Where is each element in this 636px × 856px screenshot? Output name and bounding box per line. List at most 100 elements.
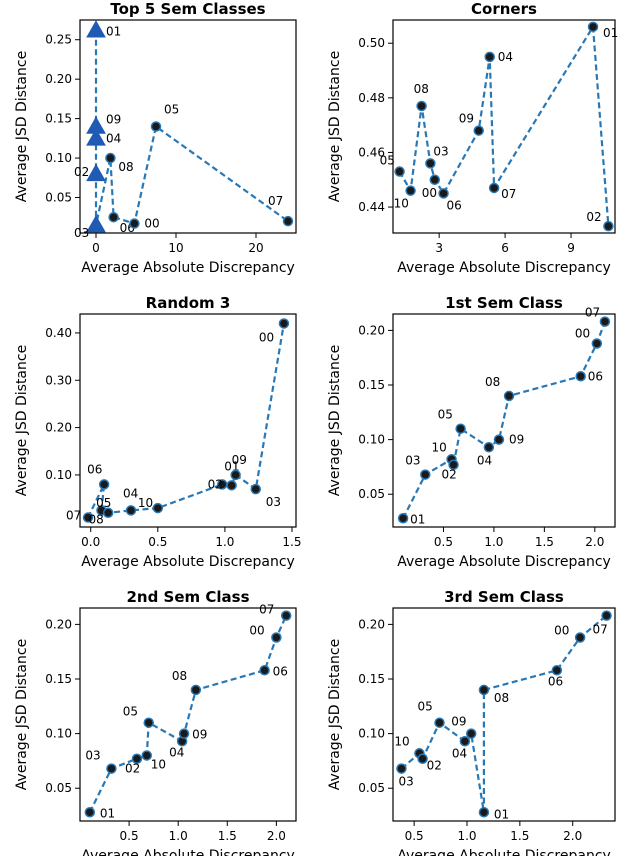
point-marker <box>280 610 292 621</box>
point-label: 03 <box>266 495 281 509</box>
y-tick-label: 0.05 <box>358 781 385 795</box>
subplot-6: 3rd Sem Class Average Absolute Discrepanc… <box>327 588 616 856</box>
subplot-title: 3rd Sem Class <box>444 588 564 606</box>
x-axis-label: Average Absolute Discrepancy <box>81 554 295 570</box>
point-marker <box>478 807 490 818</box>
x-axis-label: Average Absolute Discrepancy <box>397 554 611 570</box>
series-line <box>88 615 288 813</box>
x-tick-label: 6 <box>501 241 509 255</box>
y-tick-label: 0.05 <box>45 781 72 795</box>
point-label: 04 <box>106 131 121 145</box>
point-marker <box>465 728 477 739</box>
x-axis-label: Average Absolute Discrepancy <box>81 848 295 856</box>
x-axis-label: Average Absolute Discrepancy <box>397 848 611 856</box>
point-marker <box>575 371 586 382</box>
x-tick-label: 0.5 <box>405 829 424 843</box>
point-label: 09 <box>451 715 466 729</box>
point-label: 00 <box>144 217 159 231</box>
point-marker <box>603 220 614 232</box>
axes-frame <box>392 313 616 528</box>
y-tick-label: 0.50 <box>358 36 385 50</box>
point-label: 03 <box>85 749 100 763</box>
y-tick-label: 0.25 <box>45 33 72 47</box>
point-label: 04 <box>169 745 184 759</box>
point-label: 07 <box>593 623 608 637</box>
point-label: 05 <box>96 496 111 510</box>
y-tick-label: 0.10 <box>45 727 72 741</box>
x-tick-label: 2.0 <box>563 829 582 843</box>
point-marker <box>226 480 237 491</box>
point-label: 00 <box>422 186 437 200</box>
point-label: 05 <box>380 154 395 168</box>
y-axis-label: Average JSD Distance <box>14 51 30 202</box>
point-label: 07 <box>501 187 516 201</box>
axes-frame <box>79 313 297 528</box>
axes-frame <box>79 19 297 234</box>
point-label: 05 <box>164 103 179 117</box>
subplot-1: Top 5 Sem Classes Average Absolute Discre… <box>14 0 297 276</box>
x-tick-label: 1.5 <box>218 829 237 843</box>
x-tick-label: 0 <box>92 241 100 255</box>
x-tick-label: 0.0 <box>81 535 100 549</box>
point-label: 01 <box>410 512 425 526</box>
x-tick-label: 2.0 <box>585 535 604 549</box>
y-tick-label: 0.05 <box>45 191 72 205</box>
point-marker <box>473 125 484 136</box>
point-label: 08 <box>414 82 429 96</box>
y-tick-label: 0.10 <box>358 433 385 447</box>
series-line <box>398 23 610 227</box>
y-tick-label: 0.15 <box>358 672 385 686</box>
point-label: 01 <box>603 26 618 40</box>
point-label: 03 <box>433 144 448 158</box>
point-label: 00 <box>554 623 569 637</box>
point-label: 10 <box>394 734 409 748</box>
point-marker <box>551 665 563 676</box>
point-label: 08 <box>485 375 500 389</box>
point-marker <box>488 182 500 194</box>
subplot-4: 1st Sem Class Average Absolute Discrepanc… <box>327 294 616 570</box>
x-tick-label: 2.0 <box>267 829 286 843</box>
point-marker <box>250 483 262 495</box>
point-label: 05 <box>123 705 138 719</box>
point-label: 09 <box>509 433 524 447</box>
point-marker <box>152 502 164 514</box>
y-tick-label: 0.20 <box>358 617 385 631</box>
y-tick-label: 0.10 <box>358 727 385 741</box>
subplot-2: Corners Average Absolute Discrepancy Avera… <box>327 0 618 276</box>
point-marker <box>483 442 495 453</box>
point-label: 00 <box>249 623 264 637</box>
point-label: 08 <box>494 691 509 705</box>
x-tick-label: 0.5 <box>434 535 453 549</box>
point-label: 09 <box>459 112 474 126</box>
point-marker <box>416 100 427 112</box>
x-axis-label: Average Absolute Discrepancy <box>81 260 295 276</box>
subplot-title: Top 5 Sem Classes <box>110 0 265 18</box>
x-tick-label: 10 <box>168 241 183 255</box>
x-tick-label: 1.0 <box>457 829 476 843</box>
x-tick-label: 3 <box>435 241 443 255</box>
point-label: 06 <box>87 462 102 476</box>
point-label: 06 <box>447 198 462 212</box>
y-tick-label: 0.40 <box>45 326 72 340</box>
point-marker <box>405 185 416 196</box>
subplot-title: 1st Sem Class <box>445 294 563 312</box>
point-label: 04 <box>452 746 467 760</box>
axes-frame <box>392 19 616 234</box>
point-label: 06 <box>273 664 288 678</box>
y-tick-label: 0.46 <box>358 145 385 159</box>
point-label: 02 <box>586 210 601 224</box>
point-marker <box>105 152 116 164</box>
point-label: 10 <box>432 440 447 454</box>
point-label: 10 <box>138 496 153 510</box>
y-tick-label: 0.48 <box>358 91 385 105</box>
x-tick-label: 1.5 <box>535 535 554 549</box>
point-label: 10 <box>394 197 409 211</box>
point-marker <box>396 763 407 774</box>
point-label: 05 <box>418 700 433 714</box>
point-marker-triangle <box>86 20 106 38</box>
x-tick-label: 20 <box>248 241 263 255</box>
point-marker <box>84 807 96 818</box>
point-marker <box>98 479 110 490</box>
point-marker <box>420 469 431 480</box>
point-marker <box>448 459 459 470</box>
